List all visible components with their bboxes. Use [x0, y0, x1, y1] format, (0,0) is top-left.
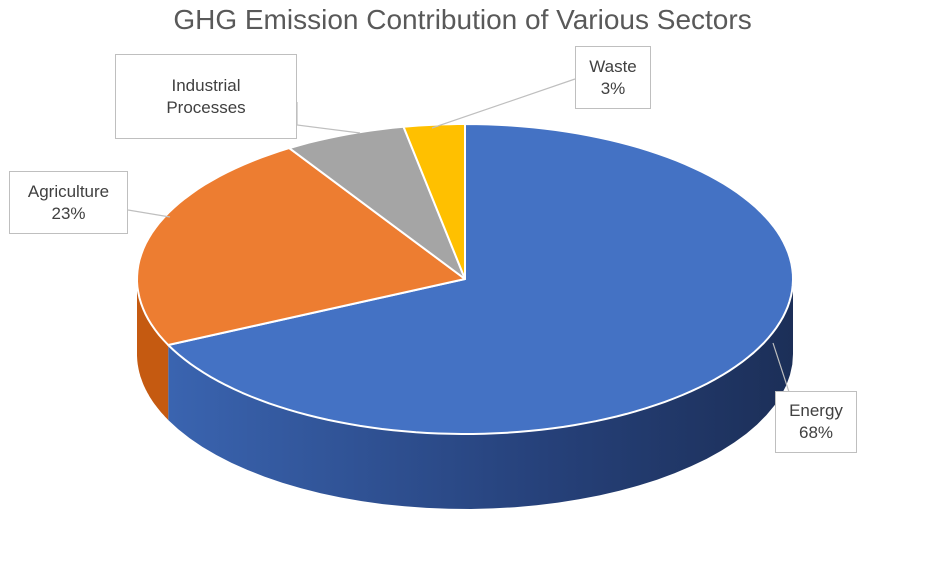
slice-side-energy	[168, 279, 793, 509]
leader-line-waste	[431, 78, 576, 129]
label-name-energy: Energy	[789, 401, 843, 420]
slice-waste	[402, 123, 466, 280]
slice-industrial-processes	[288, 125, 466, 280]
label-percent-agriculture: 23%	[51, 203, 86, 223]
leader-lines	[127, 78, 791, 396]
leader-line-industrial-processes	[296, 102, 361, 134]
label-percent-energy: 68%	[798, 423, 834, 442]
data-label-waste: Waste 3%	[575, 46, 651, 109]
leader-line-energy	[772, 342, 791, 396]
pie-slices	[136, 123, 794, 435]
label-name-waste: Waste	[589, 56, 637, 76]
data-label-agriculture: Agriculture 23%	[9, 171, 128, 234]
label-name-industrial-processes: Industrial Processes	[166, 75, 246, 117]
data-label-energy: Energy 68%	[775, 391, 857, 453]
slice-agriculture	[136, 147, 466, 346]
chart-title: GHG Emission Contribution of Various Sec…	[173, 4, 752, 35]
label-percent-waste: 3%	[600, 78, 626, 98]
label-name-agriculture: Agriculture	[27, 181, 110, 201]
slice-energy	[167, 123, 794, 435]
data-label-industrial-processes: Industrial Processes	[115, 54, 297, 139]
leader-line-agriculture	[127, 209, 171, 218]
